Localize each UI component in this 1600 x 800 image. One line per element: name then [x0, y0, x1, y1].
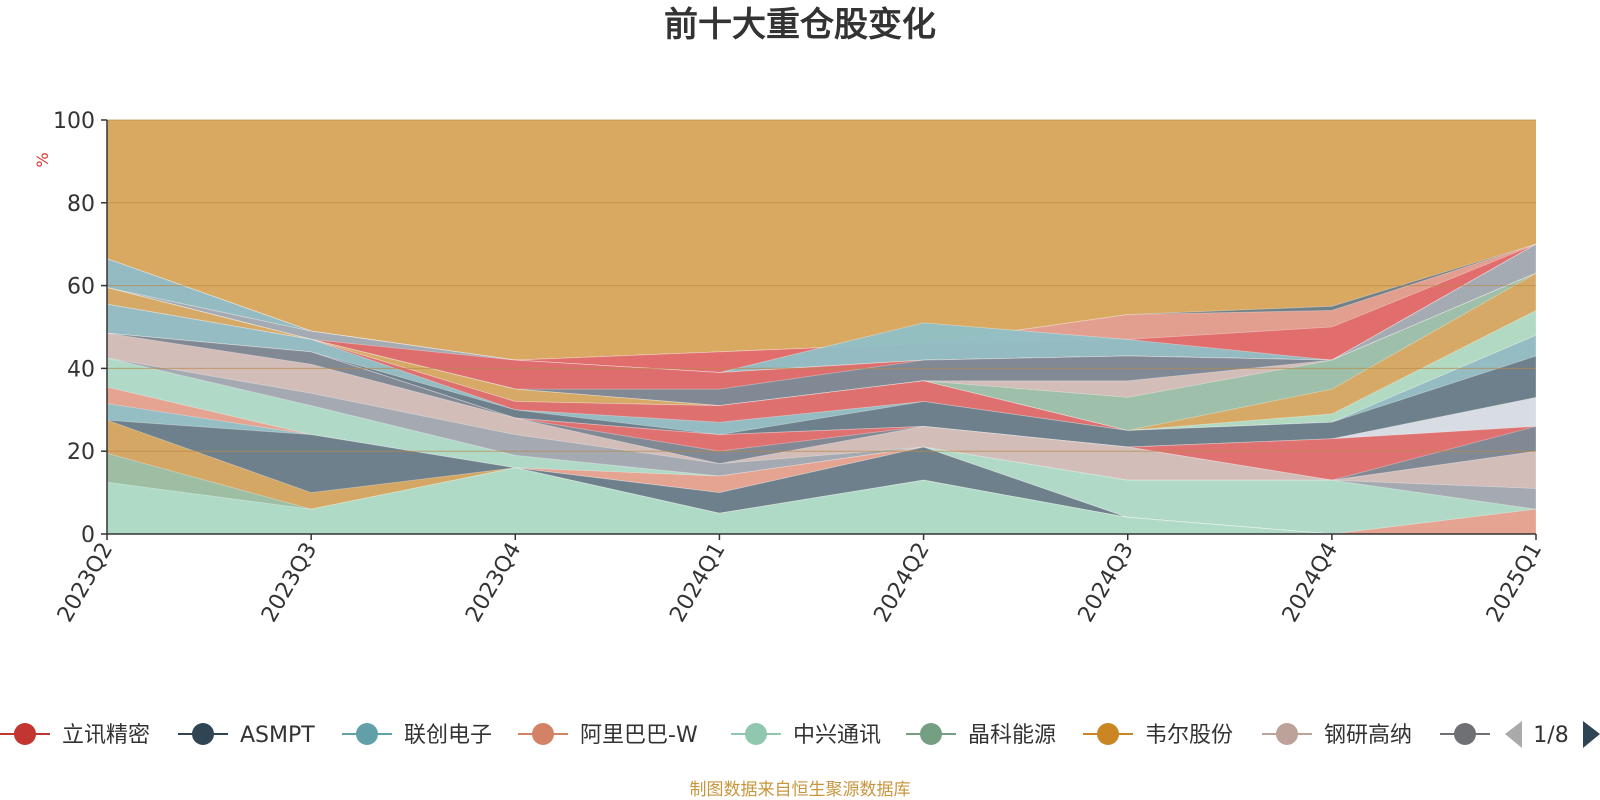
- legend-marker-icon: [1454, 723, 1476, 745]
- y-axis-unit-label: %: [33, 152, 52, 167]
- legend-label: 中兴通讯: [793, 723, 881, 748]
- grid-lines: [107, 119, 1536, 452]
- legend-item[interactable]: 晶科能源: [906, 723, 1056, 748]
- legend-item[interactable]: 中兴通讯: [731, 723, 881, 748]
- x-tick-label: 2023Q4: [461, 539, 526, 627]
- y-tick-label: 40: [67, 357, 95, 382]
- x-tick-label: 2024Q2: [869, 539, 934, 627]
- legend: 立讯精密 ASMPT 联创电子 阿里巴巴-W 中兴通讯 晶科能源 韦尔股份 钢研高纳: [0, 723, 1490, 748]
- legend-marker-icon: [920, 723, 942, 745]
- x-tick-label: 2024Q1: [665, 539, 730, 627]
- legend-marker-icon: [192, 723, 214, 745]
- legend-marker-icon: [1097, 723, 1119, 745]
- x-tick-label: 2023Q3: [257, 539, 322, 627]
- x-tick-label: 2024Q3: [1074, 539, 1139, 627]
- y-tick-label: 0: [81, 523, 95, 548]
- legend-marker-icon: [532, 723, 554, 745]
- x-tick-label: 2024Q4: [1278, 539, 1343, 627]
- y-tick-label: 80: [67, 192, 95, 217]
- chart-title: 前十大重仓股变化: [664, 5, 936, 45]
- legend-label: ASMPT: [240, 723, 315, 748]
- y-tick-label: 20: [67, 440, 95, 465]
- legend-marker-icon: [1276, 723, 1298, 745]
- x-tick-label: 2023Q2: [53, 539, 118, 627]
- legend-item[interactable]: [1440, 723, 1490, 745]
- x-axis-ticks: 2023Q2 2023Q3 2023Q4 2024Q1 2024Q2 2024Q3 2024…: [53, 534, 1547, 627]
- legend-label: 立讯精密: [62, 723, 150, 748]
- legend-prev-page-icon[interactable]: [1505, 721, 1522, 748]
- legend-marker-icon: [356, 723, 378, 745]
- x-tick-label: 2025Q1: [1482, 539, 1547, 627]
- y-tick-label: 60: [67, 275, 95, 300]
- data-source-note: 制图数据来自恒生聚源数据库: [690, 780, 911, 800]
- legend-item[interactable]: 联创电子: [342, 723, 492, 748]
- legend-label: 晶科能源: [968, 723, 1056, 748]
- area-layers: [106, 243, 1537, 535]
- legend-item[interactable]: 阿里巴巴-W: [518, 723, 698, 748]
- legend-marker-icon: [14, 723, 36, 745]
- legend-item[interactable]: 立讯精密: [0, 723, 150, 748]
- legend-item[interactable]: 韦尔股份: [1083, 723, 1233, 748]
- y-tick-label: 100: [53, 109, 95, 134]
- legend-pager: 1/8: [1505, 721, 1600, 748]
- legend-label: 阿里巴巴-W: [580, 723, 698, 748]
- legend-item[interactable]: 钢研高纳: [1262, 723, 1412, 748]
- legend-marker-icon: [745, 723, 767, 745]
- legend-item[interactable]: ASMPT: [178, 723, 315, 748]
- legend-label: 韦尔股份: [1145, 723, 1233, 748]
- y-axis-ticks: 0 20 40 60 80 100: [53, 109, 107, 548]
- legend-next-page-icon[interactable]: [1583, 721, 1600, 748]
- axes: [106, 120, 1536, 535]
- legend-page-indicator: 1/8: [1533, 723, 1568, 748]
- legend-label: 钢研高纳: [1324, 723, 1412, 748]
- legend-label: 联创电子: [404, 723, 492, 748]
